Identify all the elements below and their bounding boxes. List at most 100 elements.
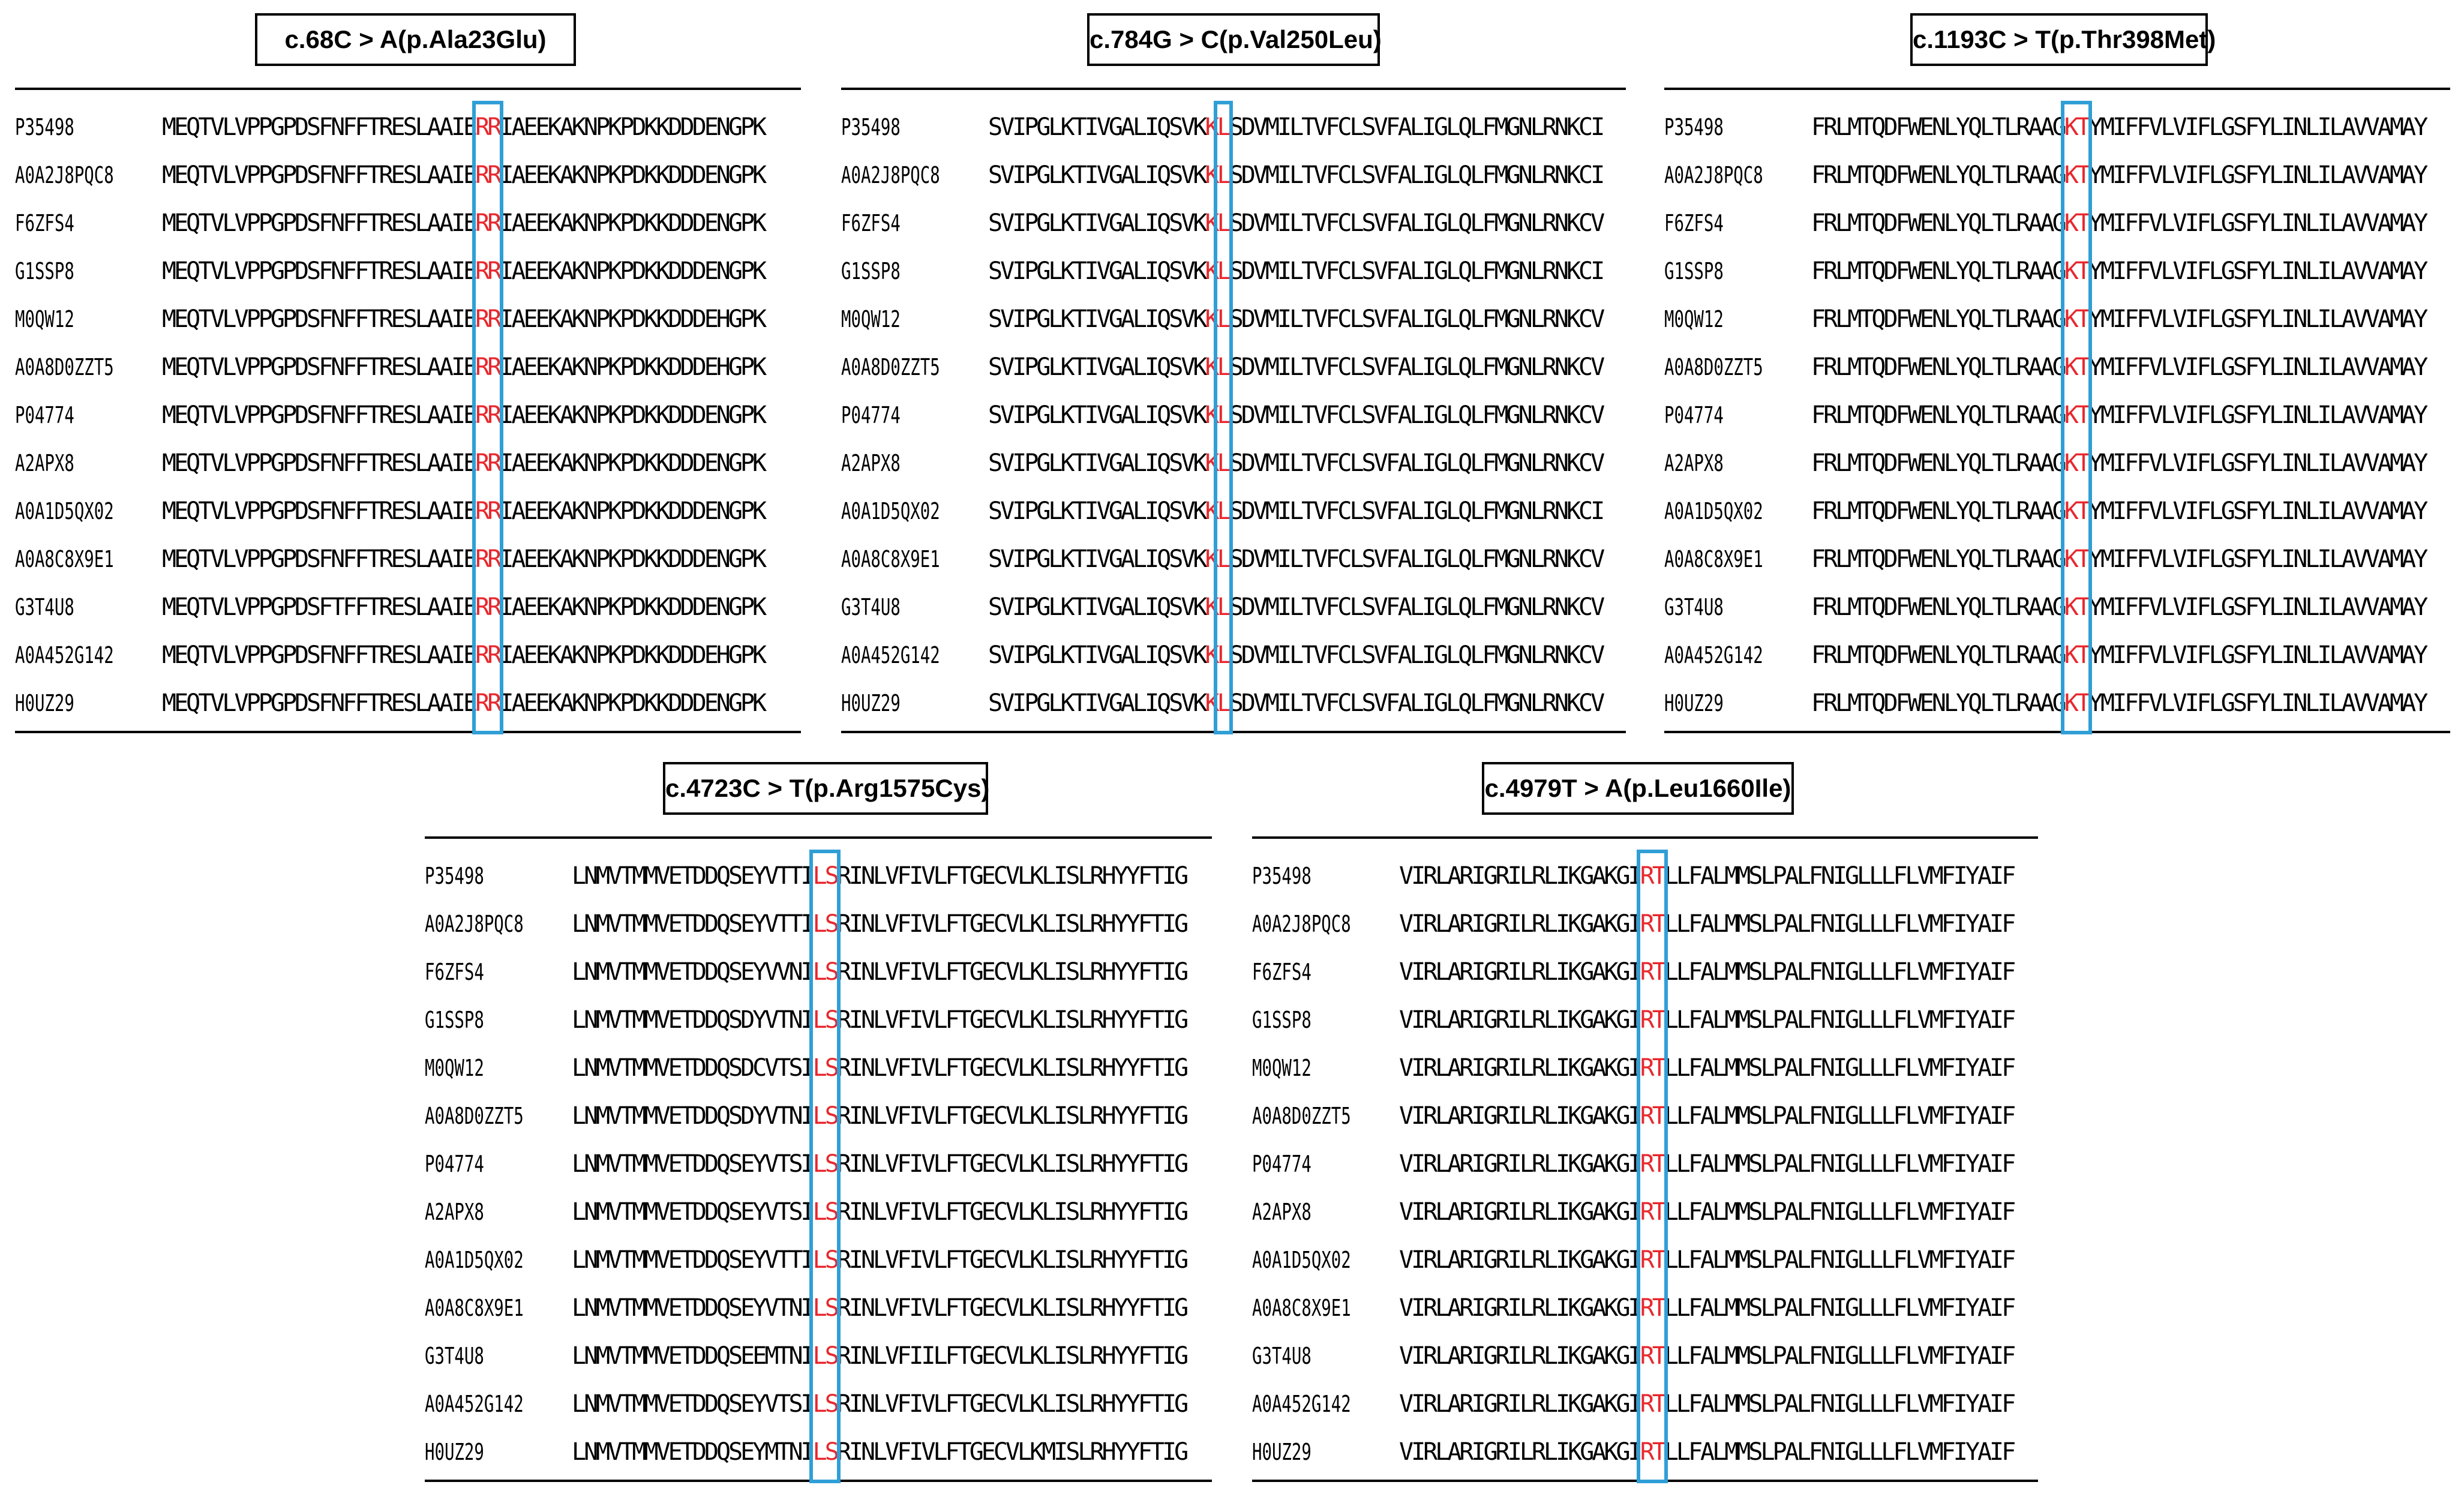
sequence: SVIPGLKTIVGALIQSVKKLSDVMILTVFCLSVFALIGLQ…	[988, 449, 1605, 477]
alignment-row: P35498 FRLMTQDFWENLYQLTLRAAGKTYMIFFVLVIFL…	[1664, 103, 2450, 151]
mutated-residue: LS	[812, 910, 839, 938]
accession-id: G1SSP8	[15, 258, 74, 284]
accession-id: G3T4U8	[1664, 594, 1724, 620]
alignment-row: A0A8C8X9E1 FRLMTQDFWENLYQLTLRAAGKTYMIFFVL…	[1664, 535, 2450, 583]
mutated-residue: RR	[475, 257, 502, 285]
accession-id: A2APX8	[1664, 450, 1724, 476]
alignment-row: H0UZ29 FRLMTQDFWENLYQLTLRAAGKTYMIFFVLVIFL…	[1664, 679, 2450, 727]
accession-id: F6ZFS4	[1664, 210, 1724, 236]
mutated-residue: RT	[1640, 1150, 1667, 1178]
mutated-residue: KT	[2064, 209, 2091, 237]
alignment-row: P04774 FRLMTQDFWENLYQLTLRAAGKTYMIFFVLVIFL…	[1664, 391, 2450, 439]
sequence: FRLMTQDFWENLYQLTLRAAGKTYMIFFVLVIFLGSFYLI…	[1811, 353, 2428, 381]
accession-id: P04774	[841, 402, 901, 428]
accession-id: F6ZFS4	[15, 210, 74, 236]
sequence: FRLMTQDFWENLYQLTLRAAGKTYMIFFVLVIFLGSFYLI…	[1811, 593, 2428, 621]
sequence: FRLMTQDFWENLYQLTLRAAGKTYMIFFVLVIFLGSFYLI…	[1811, 641, 2428, 669]
accession-id: A0A8D0ZZT5	[1664, 354, 1763, 380]
accession-id: A0A1D5QX02	[425, 1247, 524, 1273]
mutated-residue: RT	[1640, 1102, 1667, 1130]
sequence: LNMVTMMVETDDQSEYVTSILSRINLVFIVLFTGECVLKL…	[572, 1198, 1189, 1226]
sequence: FRLMTQDFWENLYQLTLRAAGKTYMIFFVLVIFLGSFYLI…	[1811, 689, 2428, 717]
sequence: VIRLARIGRILRLIKGAKGIRTLLFALMMSLPALFNIGLL…	[1399, 1438, 2016, 1466]
alignment-row: H0UZ29 VIRLARIGRILRLIKGAKGIRTLLFALMMSLPAL…	[1252, 1428, 2038, 1476]
panel-title: c.4979T > A(p.Leu1660Ile)	[1482, 762, 1794, 815]
sequence: MEQTVLVPPGPDSFNFFTRESLAAIERRIAEEKAKNPKPD…	[162, 353, 767, 381]
mutated-residue: RR	[475, 209, 502, 237]
accession-id: A0A8D0ZZT5	[1252, 1103, 1351, 1129]
sequence: FRLMTQDFWENLYQLTLRAAGKTYMIFFVLVIFLGSFYLI…	[1811, 305, 2428, 333]
sequence: FRLMTQDFWENLYQLTLRAAGKTYMIFFVLVIFLGSFYLI…	[1811, 161, 2428, 189]
sequence: SVIPGLKTIVGALIQSVKKLSDVMILTVFCLSVFALIGLQ…	[988, 497, 1605, 525]
alignment-row: A2APX8 FRLMTQDFWENLYQLTLRAAGKTYMIFFVLVIFL…	[1664, 439, 2450, 487]
sequence: VIRLARIGRILRLIKGAKGIRTLLFALMMSLPALFNIGLL…	[1399, 1054, 2016, 1082]
sequence: MEQTVLVPPGPDSFNFFTRESLAAIERRIAEEKAKNPKPD…	[162, 641, 767, 669]
mutated-residue: KL	[1205, 353, 1231, 381]
accession-id: H0UZ29	[1664, 690, 1724, 716]
accession-id: A0A452G142	[1252, 1391, 1351, 1417]
alignment-row: G1SSP8 LNMVTMMVETDDQSDYVTNILSRINLVFIVLFTG…	[425, 996, 1212, 1044]
alignment-row: A0A452G142 FRLMTQDFWENLYQLTLRAAGKTYMIFFVL…	[1664, 631, 2450, 679]
sequence: LNMVTMMVETDDQSEYVTNILSRINLVFIVLFTGECVLKL…	[572, 1294, 1189, 1322]
accession-id: A0A452G142	[841, 642, 940, 668]
sequence: MEQTVLVPPGPDSFNFFTRESLAAIERRIAEEKAKNPKPD…	[162, 545, 767, 573]
mutated-residue: RT	[1640, 1246, 1667, 1274]
mutated-residue: KL	[1205, 449, 1231, 477]
accession-id: H0UZ29	[1252, 1439, 1311, 1465]
alignment-row: A0A452G142 VIRLARIGRILRLIKGAKGIRTLLFALMMS…	[1252, 1380, 2038, 1428]
mutated-residue: KT	[2064, 449, 2091, 477]
panel-title: c.784G > C(p.Val250Leu)	[1087, 13, 1382, 66]
alignment-row: A0A8C8X9E1 VIRLARIGRILRLIKGAKGIRTLLFALMMS…	[1252, 1284, 2038, 1332]
sequence: LNMVTMMVETDDQSDCVTSILSRINLVFIVLFTGECVLKL…	[572, 1054, 1189, 1082]
top-rule	[1252, 836, 2038, 839]
mutated-residue: KL	[1205, 161, 1231, 189]
bottom-rule	[1664, 731, 2450, 733]
bottom-rule	[841, 731, 1626, 733]
alignment-row: A0A8D0ZZT5 SVIPGLKTIVGALIQSVKKLSDVMILTVFC…	[841, 343, 1626, 391]
alignment-row: A0A8D0ZZT5 VIRLARIGRILRLIKGAKGIRTLLFALMMS…	[1252, 1092, 2038, 1140]
alignment-row: F6ZFS4 VIRLARIGRILRLIKGAKGIRTLLFALMMSLPAL…	[1252, 948, 2038, 996]
accession-id: M0QW12	[425, 1055, 484, 1081]
mutated-residue: RT	[1640, 958, 1667, 986]
accession-id: A0A2J8PQC8	[841, 162, 940, 188]
accession-id: P04774	[1252, 1151, 1311, 1177]
mutated-residue: KT	[2064, 497, 2091, 525]
alignment-row: A0A1D5QX02 VIRLARIGRILRLIKGAKGIRTLLFALMMS…	[1252, 1236, 2038, 1284]
accession-id: A0A1D5QX02	[841, 498, 940, 524]
alignment-row: A0A1D5QX02 LNMVTMMVETDDQSEYVTTILSRINLVFIV…	[425, 1236, 1212, 1284]
alignment-row: G1SSP8 MEQTVLVPPGPDSFNFFTRESLAAIERRIAEEKA…	[15, 247, 801, 295]
sequence: SVIPGLKTIVGALIQSVKKLSDVMILTVFCLSVFALIGLQ…	[988, 401, 1605, 429]
mutated-residue: KT	[2064, 305, 2091, 333]
mutated-residue: LS	[812, 1246, 839, 1274]
mutated-residue: KL	[1205, 209, 1231, 237]
accession-id: A0A8C8X9E1	[1252, 1295, 1351, 1321]
accession-id: A0A8C8X9E1	[1664, 546, 1763, 572]
sequence: LNMVTMMVETDDQSEYVTTILSRINLVFIVLFTGECVLKL…	[572, 1246, 1189, 1274]
highlight-box	[2061, 101, 2093, 734]
alignment-row: A0A8D0ZZT5 MEQTVLVPPGPDSFNFFTRESLAAIERRIA…	[15, 343, 801, 391]
sequence: LNMVTMMVETDDQSEYVTSILSRINLVFIVLFTGECVLKL…	[572, 1150, 1189, 1178]
mutated-residue: RR	[475, 497, 502, 525]
accession-id: P35498	[841, 114, 901, 140]
mutated-residue: LS	[812, 1438, 839, 1466]
alignment-row: P04774 VIRLARIGRILRLIKGAKGIRTLLFALMMSLPAL…	[1252, 1140, 2038, 1188]
accession-id: M0QW12	[15, 306, 74, 332]
sequence: SVIPGLKTIVGALIQSVKKLSDVMILTVFCLSVFALIGLQ…	[988, 593, 1605, 621]
sequence: LNMVTMMVETDDQSDYVTNILSRINLVFIVLFTGECVLKL…	[572, 1102, 1189, 1130]
accession-id: P04774	[15, 402, 74, 428]
mutated-residue: KL	[1205, 497, 1231, 525]
alignment-row: H0UZ29 LNMVTMMVETDDQSEYMTNILSRINLVFIVLFTG…	[425, 1428, 1212, 1476]
sequence: SVIPGLKTIVGALIQSVKKLSDVMILTVFCLSVFALIGLQ…	[988, 209, 1605, 237]
alignment-row: H0UZ29 SVIPGLKTIVGALIQSVKKLSDVMILTVFCLSVF…	[841, 679, 1626, 727]
sequence: SVIPGLKTIVGALIQSVKKLSDVMILTVFCLSVFALIGLQ…	[988, 545, 1605, 573]
panel-title: c.4723C > T(p.Arg1575Cys)	[663, 762, 989, 815]
panel-title: c.1193C > T(p.Thr398Met)	[1910, 13, 2216, 66]
highlight-box	[472, 101, 503, 734]
mutated-residue: KL	[1205, 593, 1231, 621]
sequence: VIRLARIGRILRLIKGAKGIRTLLFALMMSLPALFNIGLL…	[1399, 862, 2016, 890]
sequence: MEQTVLVPPGPDSFNFFTRESLAAIERRIAEEKAKNPKPD…	[162, 161, 767, 189]
sequence: MEQTVLVPPGPDSFNFFTRESLAAIERRIAEEKAKNPKPD…	[162, 257, 767, 285]
accession-id: G3T4U8	[1252, 1343, 1311, 1369]
alignment-row: A2APX8 SVIPGLKTIVGALIQSVKKLSDVMILTVFCLSVF…	[841, 439, 1626, 487]
accession-id: P04774	[425, 1151, 484, 1177]
